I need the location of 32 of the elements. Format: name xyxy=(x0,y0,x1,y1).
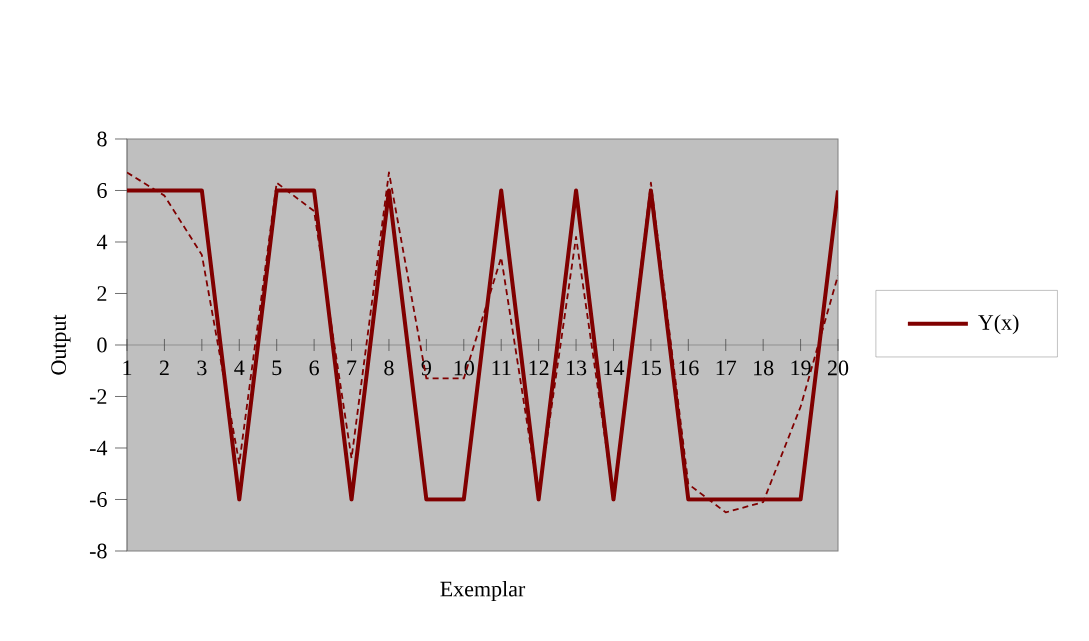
x-tick-label: 11 xyxy=(492,360,511,376)
x-tick-label: 3 xyxy=(197,360,207,376)
legend-label: Y(x) xyxy=(978,314,1019,335)
x-tick-label: 7 xyxy=(347,360,357,375)
y-tick-label: 4 xyxy=(96,234,108,250)
x-tick-label: 6 xyxy=(309,360,319,376)
x-tick-label: 8 xyxy=(384,360,394,376)
y-tick-label: -4 xyxy=(89,440,108,456)
x-tick-label: 13 xyxy=(566,360,587,376)
x-tick-label: 4 xyxy=(234,360,245,376)
x-tick-label: 19 xyxy=(791,360,811,376)
y-tick-label: 6 xyxy=(97,183,107,198)
y-tick-label: -2 xyxy=(89,389,107,404)
x-tick-label: 2 xyxy=(159,360,169,376)
y-tick-label: 8 xyxy=(97,131,107,147)
x-tick-label: 15 xyxy=(641,360,662,376)
y-tick-label: 0 xyxy=(97,337,107,353)
y-tick-label: -6 xyxy=(89,492,107,507)
x-tick-label: 20 xyxy=(827,360,849,376)
x-axis-title: Exemplar xyxy=(440,581,526,601)
y-tick-label: 2 xyxy=(97,286,107,301)
x-tick-label: 14 xyxy=(604,360,625,376)
y-axis-title: Output xyxy=(51,314,71,375)
x-tick-label: 17 xyxy=(716,360,737,376)
y-tick-label: -8 xyxy=(89,543,107,559)
x-tick-label: 5 xyxy=(272,360,282,376)
x-tick-label: 10 xyxy=(454,360,474,376)
x-tick-label: 1 xyxy=(123,360,132,376)
x-tick-label: 9 xyxy=(421,360,431,376)
x-tick-label: 12 xyxy=(529,360,549,376)
x-tick-label: 16 xyxy=(679,360,699,376)
x-tick-label: 18 xyxy=(754,360,774,376)
